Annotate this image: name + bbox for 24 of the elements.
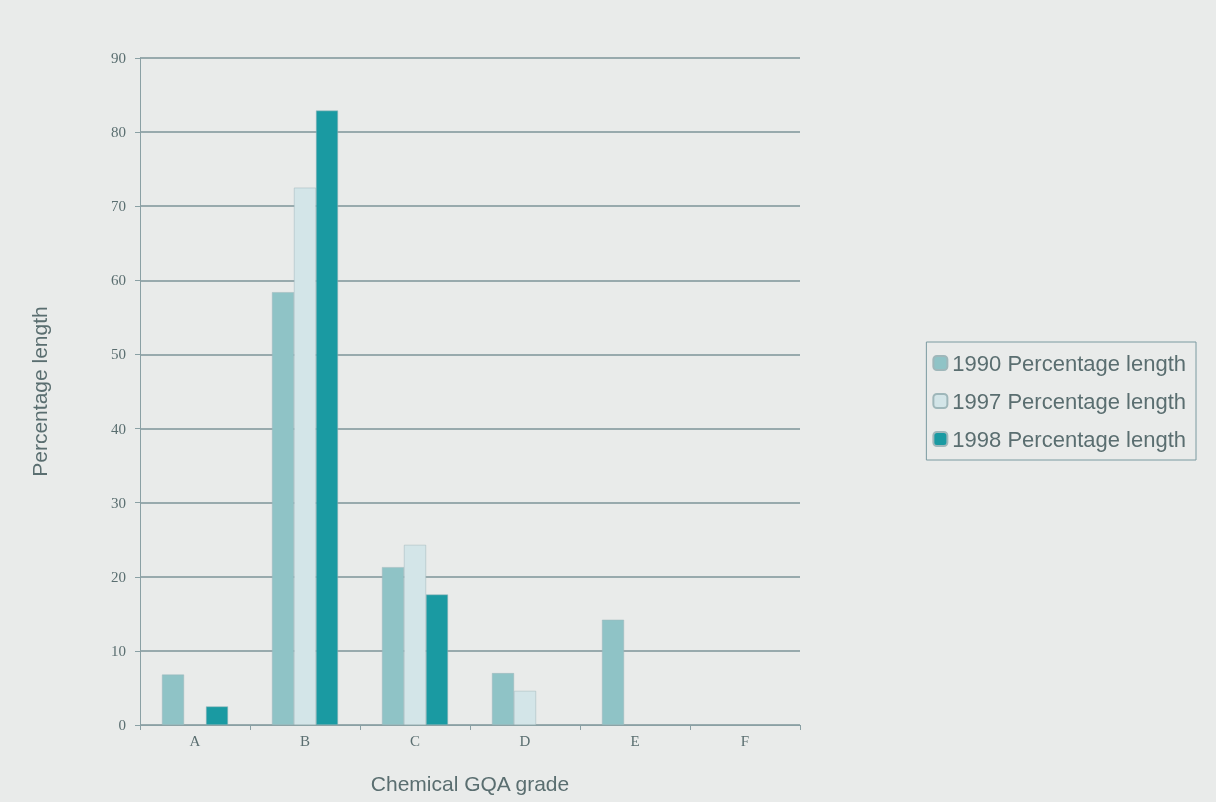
y-tick-label: 0 — [118, 717, 126, 733]
y-tick-label: 50 — [111, 346, 126, 363]
x-tick-label: C — [409, 732, 421, 749]
bar — [206, 706, 228, 725]
legend-label: 1998 Percentage length — [952, 426, 1187, 452]
y-tick-label: 80 — [111, 124, 126, 141]
bar — [602, 619, 624, 725]
y-axis-title: Percentage length — [28, 306, 51, 477]
bar — [162, 674, 184, 725]
y-tick-label: 60 — [111, 272, 126, 289]
legend-label: 1990 Percentage length — [952, 350, 1187, 376]
legend-label: 1997 Percentage length — [952, 388, 1187, 414]
x-tick-label: F — [740, 732, 750, 749]
y-tick-label: 20 — [111, 568, 126, 585]
y-tick-label: 90 — [111, 50, 126, 66]
x-tick-label: D — [519, 732, 531, 749]
y-tick-label: 70 — [111, 198, 126, 215]
x-tick-label: A — [189, 732, 201, 749]
y-tick-label: 40 — [111, 420, 126, 437]
x-axis-title: Chemical GQA grade — [370, 772, 570, 795]
y-tick-label: 30 — [111, 494, 126, 511]
y-tick-label: 10 — [111, 642, 126, 659]
x-tick-label: E — [630, 732, 640, 749]
x-tick-label: B — [299, 732, 311, 749]
